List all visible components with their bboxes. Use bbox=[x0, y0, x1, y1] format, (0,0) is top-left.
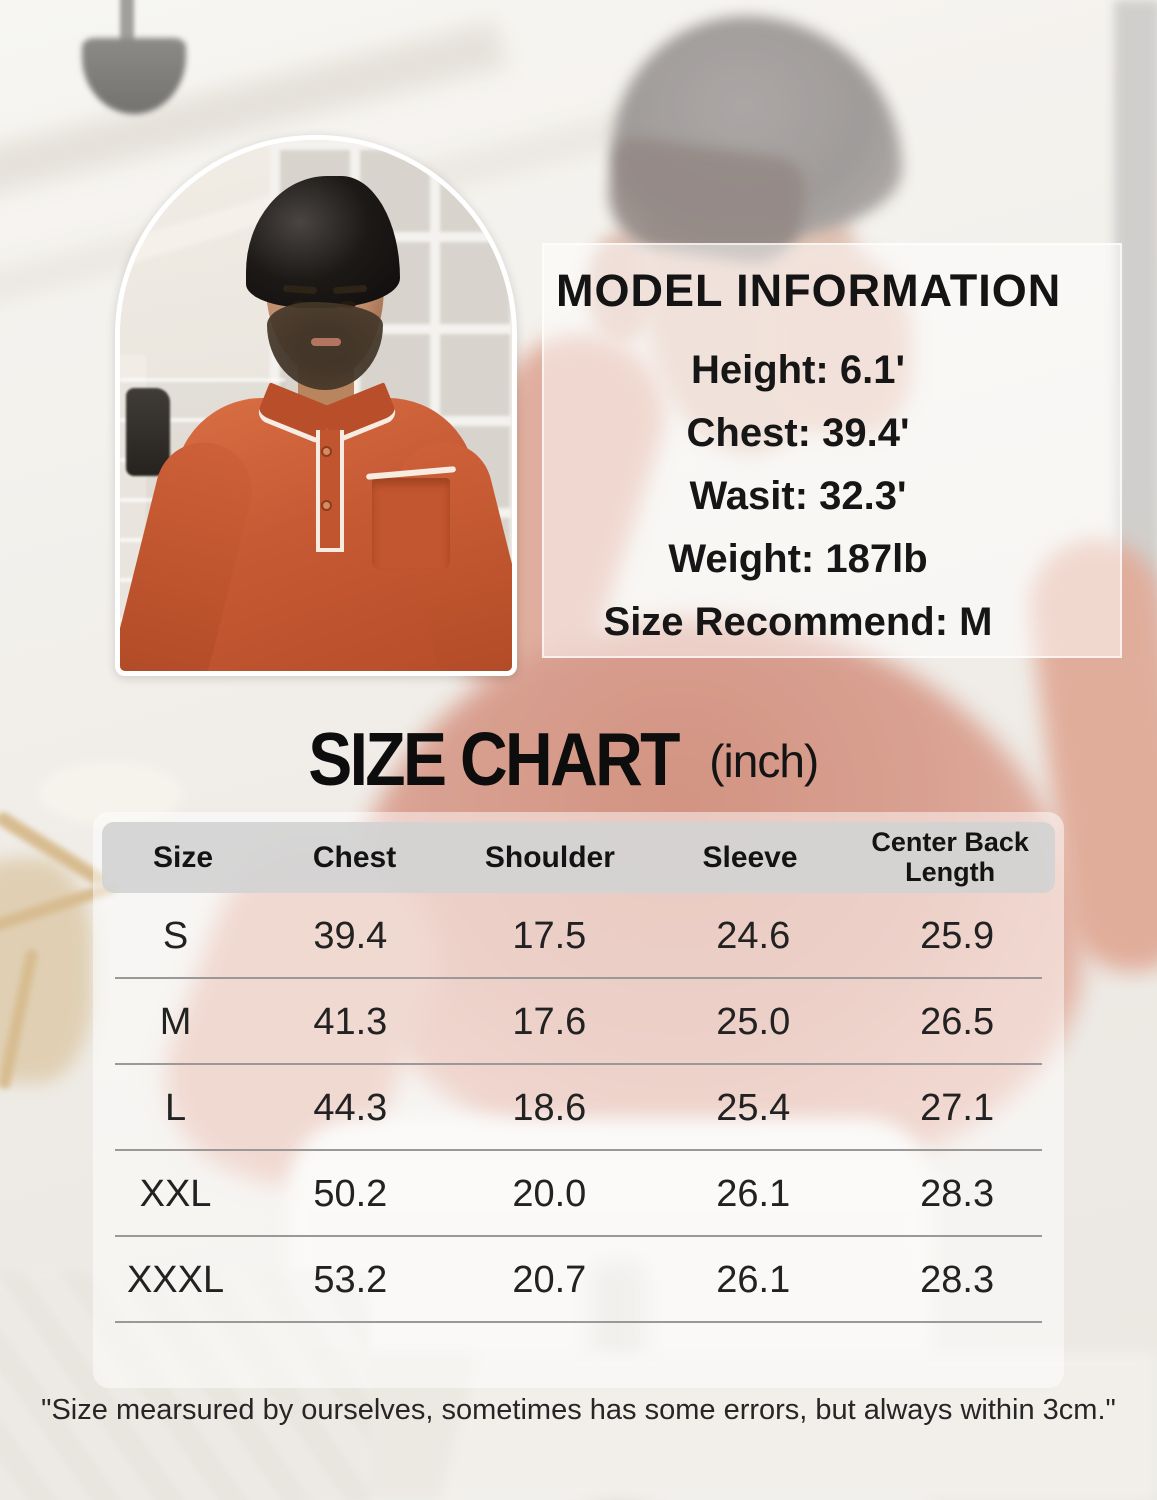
cell-sleeve: 25.0 bbox=[716, 1000, 791, 1043]
cell-chest: 50.2 bbox=[313, 1172, 388, 1215]
cell-chest: 53.2 bbox=[313, 1258, 388, 1301]
table-row-xxl: XXL 50.2 20.0 26.1 28.3 bbox=[93, 1151, 1064, 1237]
cell-size: M bbox=[159, 1000, 192, 1043]
cell-chest: 44.3 bbox=[313, 1086, 388, 1129]
pendant-lamp-rod-shape bbox=[120, 0, 134, 46]
cell-sleeve: 26.1 bbox=[716, 1258, 791, 1301]
inset-button bbox=[321, 500, 332, 511]
cell-shoulder: 18.6 bbox=[512, 1086, 587, 1129]
model-chest: Chest: 39.4' bbox=[686, 411, 910, 455]
header-cell-shoulder: Shoulder bbox=[484, 840, 615, 874]
model-size-recommend: Size Recommend: M bbox=[603, 600, 993, 644]
cell-size: XXL bbox=[139, 1172, 212, 1215]
size-chart-title: SIZE CHART bbox=[307, 717, 680, 801]
cell-size: L bbox=[164, 1086, 187, 1129]
model-info-panel: MODEL INFORMATION Height: 6.1' Chest: 39… bbox=[542, 243, 1122, 658]
model-weight: Weight: 187lb bbox=[668, 537, 928, 581]
size-table-header: Size Chest Shoulder Sleeve Center Back L… bbox=[102, 822, 1055, 893]
cell-sleeve: 24.6 bbox=[716, 914, 791, 957]
cell-shoulder: 20.7 bbox=[512, 1258, 587, 1301]
cell-chest: 39.4 bbox=[313, 914, 388, 957]
header-cell-chest: Chest bbox=[312, 840, 397, 874]
size-chart-heading: SIZE CHART (inch) bbox=[0, 716, 1129, 802]
cell-shoulder: 20.0 bbox=[512, 1172, 587, 1215]
inset-wall-sconce bbox=[126, 388, 170, 476]
measurement-disclaimer: "Size mearsured by ourselves, sometimes … bbox=[41, 1394, 1116, 1426]
table-row-xxxl: XXXL 53.2 20.7 26.1 28.3 bbox=[93, 1237, 1064, 1323]
table-row-m: M 41.3 17.6 25.0 26.5 bbox=[93, 979, 1064, 1065]
size-table: Size Chest Shoulder Sleeve Center Back L… bbox=[93, 812, 1064, 1388]
header-cell-center-back-length: Center Back Length bbox=[871, 827, 1029, 887]
cell-center-back-length: 27.1 bbox=[920, 1086, 995, 1129]
cell-size: S bbox=[162, 914, 189, 957]
header-cell-sleeve: Sleeve bbox=[702, 840, 798, 874]
model-height: Height: 6.1' bbox=[691, 348, 905, 392]
inset-chest-pocket bbox=[372, 478, 450, 570]
cell-center-back-length: 25.9 bbox=[920, 914, 995, 957]
model-info-title: MODEL INFORMATION bbox=[556, 265, 1062, 316]
inset-lip bbox=[311, 338, 341, 346]
cell-shoulder: 17.5 bbox=[512, 914, 587, 957]
cell-center-back-length: 28.3 bbox=[920, 1258, 995, 1301]
table-row-s: S 39.4 17.5 24.6 25.9 bbox=[93, 893, 1064, 979]
cell-center-back-length: 26.5 bbox=[920, 1000, 995, 1043]
cell-sleeve: 26.1 bbox=[716, 1172, 791, 1215]
cell-shoulder: 17.6 bbox=[512, 1000, 587, 1043]
size-table-body: S 39.4 17.5 24.6 25.9 M 41.3 17.6 25.0 2… bbox=[93, 893, 1064, 1323]
cell-sleeve: 25.4 bbox=[716, 1086, 791, 1129]
model-waist: Wasit: 32.3' bbox=[689, 474, 907, 518]
header-cell-size: Size bbox=[152, 840, 214, 874]
cell-size: XXXL bbox=[126, 1258, 225, 1301]
inset-button bbox=[321, 446, 332, 457]
table-row-l: L 44.3 18.6 25.4 27.1 bbox=[93, 1065, 1064, 1151]
cell-center-back-length: 28.3 bbox=[920, 1172, 995, 1215]
cell-chest: 41.3 bbox=[313, 1000, 388, 1043]
size-chart-unit: (inch) bbox=[709, 735, 819, 787]
inset-model-photo bbox=[115, 135, 517, 676]
